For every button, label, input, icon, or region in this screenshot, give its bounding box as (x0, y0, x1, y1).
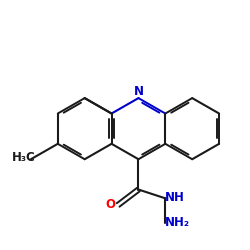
Text: H₃C: H₃C (12, 152, 36, 164)
Text: NH: NH (165, 190, 185, 203)
Text: O: O (106, 198, 116, 211)
Text: NH₂: NH₂ (165, 216, 190, 229)
Text: N: N (134, 86, 143, 98)
